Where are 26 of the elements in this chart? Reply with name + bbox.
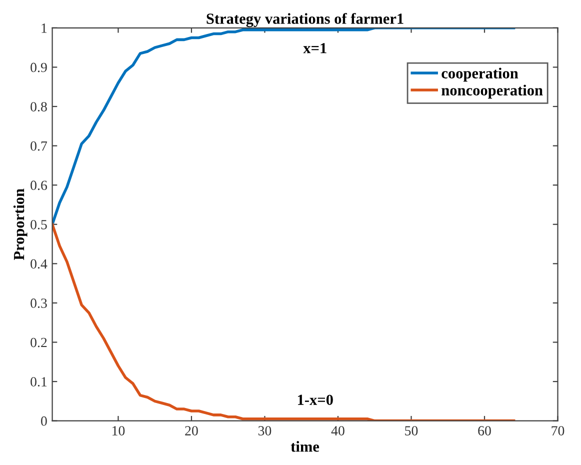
y-tick-label: 0.7 — [30, 141, 48, 151]
x-tick-label: 20 — [185, 426, 198, 436]
line-series — [52, 222, 516, 421]
y-tick-label: 1 — [42, 24, 47, 33]
annotation: x=1 — [303, 43, 326, 54]
y-tick-label: 0.9 — [30, 62, 47, 72]
x-tick-label: 60 — [478, 426, 491, 436]
y-tick-label: 0.4 — [30, 259, 48, 269]
y-tick-label: 0.1 — [30, 377, 47, 387]
x-tick-label: 40 — [331, 426, 344, 436]
x-tick-label: 30 — [258, 426, 272, 436]
y-tick-label: 0 — [41, 416, 47, 426]
y-tick-label: 0.6 — [30, 180, 48, 190]
y-tick-label: 0.2 — [30, 338, 47, 348]
y-tick-label: 0.8 — [30, 102, 47, 112]
y-tick-label: 0.5 — [30, 220, 47, 230]
x-axis-title: time — [290, 441, 320, 452]
x-tick-label: 10 — [112, 426, 125, 436]
x-tick-label: 50 — [405, 426, 418, 436]
legend-label: cooperation — [442, 68, 518, 82]
annotation: 1-x=0 — [298, 394, 333, 406]
x-tick-label: 70 — [552, 426, 564, 436]
y-tick-label: 0.3 — [30, 298, 47, 308]
legend-label: noncooperation — [442, 84, 543, 99]
y-axis-title: Proportion — [13, 188, 28, 260]
chart-title: Strategy variations of farmer1 — [206, 12, 404, 28]
